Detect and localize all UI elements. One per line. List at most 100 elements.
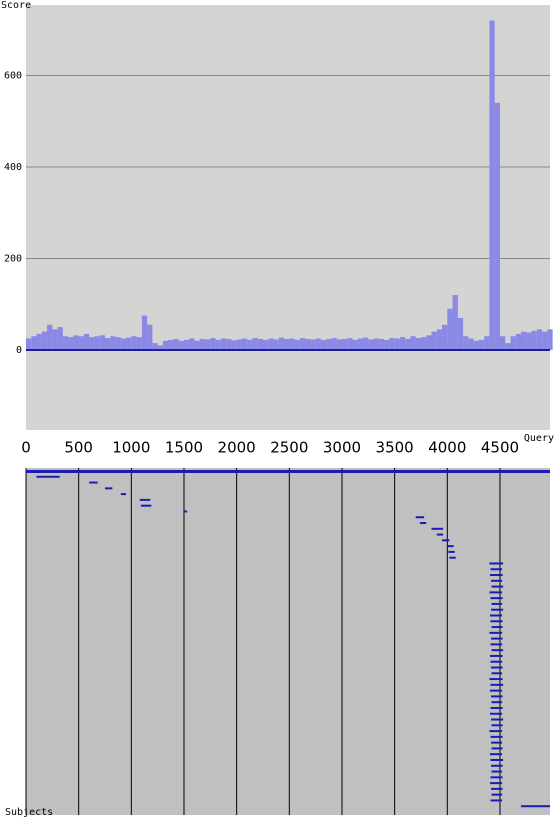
hit — [419, 522, 427, 525]
hit — [521, 805, 550, 808]
score-bar — [215, 339, 221, 350]
hit — [490, 758, 504, 761]
score-bar — [310, 339, 316, 350]
subjects-label: Subjects — [5, 807, 53, 818]
score-bar — [357, 338, 364, 350]
hit — [489, 730, 503, 733]
hit — [489, 631, 503, 634]
score-bar — [104, 338, 111, 350]
score-bar — [157, 345, 163, 350]
hit — [490, 776, 503, 779]
score-bar — [199, 338, 206, 350]
score-bar — [373, 338, 379, 350]
score-bar — [189, 338, 195, 350]
hit — [490, 735, 503, 738]
score-bar — [399, 337, 406, 350]
score-bar — [252, 338, 258, 350]
hit — [436, 533, 444, 536]
hit — [490, 568, 503, 571]
score-bar — [515, 333, 522, 350]
score-bar — [294, 339, 300, 350]
score-bar — [457, 317, 464, 350]
score-bar — [268, 338, 274, 350]
hit — [491, 649, 504, 652]
hit — [491, 793, 503, 796]
hit — [491, 579, 503, 582]
score-bar — [505, 343, 511, 350]
score-bar — [531, 330, 537, 350]
score-bar — [526, 332, 532, 350]
hit — [490, 597, 503, 600]
score-bar — [499, 336, 506, 350]
hit — [490, 643, 503, 646]
x-axis-label: Query — [524, 433, 554, 444]
score-bar — [152, 343, 158, 350]
score-bar — [210, 338, 216, 350]
hit — [26, 470, 550, 473]
score-bar — [336, 339, 342, 350]
score-bar — [115, 337, 121, 350]
hit — [491, 718, 504, 721]
score-bar — [257, 338, 263, 350]
score-bar — [368, 339, 374, 350]
score-bar — [326, 338, 332, 350]
hit — [415, 516, 425, 519]
x-tick-label: 3000 — [323, 439, 361, 457]
hit — [489, 689, 503, 692]
score-bar — [141, 315, 148, 350]
score-bar — [473, 340, 479, 350]
hit — [490, 799, 503, 802]
hit — [490, 620, 503, 623]
hit — [431, 527, 444, 530]
score-bar — [83, 333, 90, 350]
score-bar — [410, 336, 416, 350]
score-bar — [447, 308, 453, 350]
score-bar — [284, 338, 290, 350]
hit — [139, 498, 151, 501]
hit — [491, 666, 503, 669]
x-tick-label: 1500 — [165, 439, 203, 457]
hit — [89, 481, 98, 484]
score-bar — [62, 336, 69, 350]
y-axis-label: Score — [1, 0, 31, 11]
hit — [491, 602, 503, 605]
score-bar — [341, 338, 348, 350]
subjects-panel — [26, 468, 550, 815]
score-bar — [489, 20, 495, 350]
score-bar — [547, 329, 553, 350]
hit — [183, 510, 188, 513]
score-bar — [41, 331, 48, 350]
score-bar — [183, 339, 190, 350]
score-bar — [320, 339, 327, 350]
hit — [449, 556, 456, 559]
score-bar — [315, 338, 321, 350]
score-bar — [52, 329, 58, 350]
hit — [489, 678, 503, 681]
hit — [491, 747, 503, 750]
hit — [489, 574, 503, 577]
score-bar — [178, 340, 184, 350]
score-panel — [26, 5, 550, 430]
hit — [489, 654, 503, 657]
score-bar — [484, 336, 490, 350]
hit — [36, 475, 60, 478]
score-bar — [352, 339, 358, 350]
score-bar — [262, 339, 269, 350]
x-tick-label: 500 — [64, 439, 93, 457]
y-tick-label: 400 — [4, 162, 22, 173]
hit — [491, 695, 503, 698]
score-bar — [452, 295, 458, 350]
score-bar — [68, 337, 74, 350]
score-bar — [278, 337, 285, 350]
x-tick-label: 4500 — [481, 439, 519, 457]
x-tick-label: 2000 — [218, 439, 256, 457]
score-bar — [478, 339, 485, 350]
x-tick-label: 2500 — [270, 439, 308, 457]
score-bar — [26, 338, 32, 350]
score-bar — [331, 338, 337, 350]
hit — [104, 487, 113, 490]
hit — [489, 614, 503, 617]
hit — [491, 770, 503, 773]
score-bar — [463, 336, 469, 350]
